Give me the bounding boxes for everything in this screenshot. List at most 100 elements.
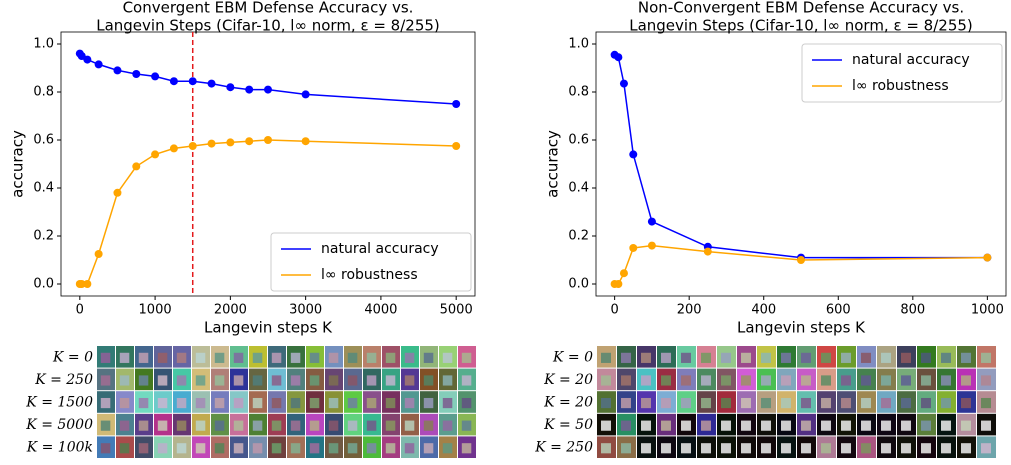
thumbnail-detail (157, 443, 168, 454)
row-label: K = 250 (34, 372, 93, 388)
thumbnail-detail (801, 443, 811, 454)
thumbnail-detail (347, 397, 358, 409)
thumbnail-detail (119, 397, 130, 409)
thumbnail-detail (385, 443, 396, 454)
thumbnail-detail (661, 375, 671, 386)
thumbnail-detail (981, 397, 991, 409)
thumbnail-detail (621, 397, 631, 409)
thumbnail-detail (881, 375, 891, 386)
thumbnail-detail (841, 420, 851, 431)
thumbnail-detail (981, 420, 991, 431)
legend-box (801, 43, 1003, 103)
thumbnail-detail (961, 420, 971, 431)
thumbnail-detail (195, 397, 206, 409)
thumbnail-detail (681, 375, 691, 386)
y-tick-label: 0.8 (33, 85, 54, 100)
thumbnail-detail (290, 375, 301, 386)
thumbnail-detail (901, 443, 911, 454)
thumbnail-detail (661, 352, 671, 363)
data-point (113, 66, 122, 75)
thumbnail-detail (176, 352, 187, 363)
thumbnail-detail (701, 397, 711, 409)
thumbnail-detail (681, 352, 691, 363)
thumbnail-detail (641, 443, 651, 454)
plot-frame (595, 31, 1007, 297)
data-point (132, 162, 141, 171)
thumbnail-detail (941, 375, 951, 386)
thumbnail-detail (404, 352, 415, 363)
thumbnail-detail (385, 352, 396, 363)
chart-title: Convergent EBM Defense Accuracy vs. (123, 0, 414, 17)
thumbnail-detail (328, 375, 339, 386)
thumbnail-detail (176, 397, 187, 409)
thumbnail-detail (821, 352, 831, 363)
thumbnail-detail (366, 420, 377, 431)
thumbnail-detail (271, 352, 282, 363)
thumbnail-detail (941, 352, 951, 363)
thumbnail-detail (176, 443, 187, 454)
thumbnail-detail (721, 352, 731, 363)
data-point (703, 247, 712, 256)
thumbnail-detail (195, 420, 206, 431)
thumbnail-detail (841, 352, 851, 363)
thumbnail-detail (901, 352, 911, 363)
thumbnail-detail (290, 420, 301, 431)
thumbnail-detail (961, 352, 971, 363)
thumbnail-detail (941, 420, 951, 431)
data-point (83, 55, 92, 64)
y-tick-label: 0.6 (33, 133, 54, 148)
thumbnail-detail (442, 420, 453, 431)
thumbnail-detail (290, 443, 301, 454)
x-tick-label: 1000 (971, 303, 1004, 318)
thumbnail-detail (901, 397, 911, 409)
thumbnail-detail (741, 375, 751, 386)
thumbnail-detail (214, 420, 225, 431)
data-point (301, 90, 310, 99)
thumbnail-detail (347, 352, 358, 363)
thumbnail-detail (328, 443, 339, 454)
data-point (113, 188, 122, 197)
data-point (169, 144, 178, 153)
thumbnail-detail (366, 397, 377, 409)
thumbnail-detail (442, 397, 453, 409)
thumbnail-detail (701, 375, 711, 386)
row-label: K = 0 (552, 349, 593, 365)
series-line (614, 244, 988, 285)
data-point (207, 139, 216, 148)
thumbnail-detail (157, 420, 168, 431)
row-label: K = 5000 (25, 417, 93, 433)
thumbnail-detail (252, 352, 263, 363)
thumbnail-detail (921, 397, 931, 409)
thumbnail-detail (309, 443, 320, 454)
data-point (629, 150, 638, 159)
thumbnail-detail (641, 397, 651, 409)
thumbnail-detail (821, 397, 831, 409)
thumbnail-detail (661, 443, 671, 454)
x-tick-label: 400 (751, 303, 776, 318)
thumbnail-detail (721, 397, 731, 409)
thumbnail-detail (961, 397, 971, 409)
thumbnail-detail (741, 352, 751, 363)
thumbnail-detail (290, 397, 301, 409)
thumbnail-detail (821, 443, 831, 454)
data-point (83, 280, 92, 288)
row-label: K = 100k (26, 440, 93, 456)
x-axis-label: Langevin steps K (204, 319, 333, 337)
thumbnail-detail (761, 443, 771, 454)
thumbnail-detail (233, 375, 244, 386)
thumbnail-detail (442, 375, 453, 386)
thumbnail-detail (423, 375, 434, 386)
thumbnail-detail (100, 443, 111, 454)
thumbnail-detail (100, 352, 111, 363)
thumbnail-detail (961, 443, 971, 454)
thumbnail-detail (861, 352, 871, 363)
thumbnail-detail (961, 375, 971, 386)
data-point (245, 85, 254, 94)
thumbnail-detail (119, 443, 130, 454)
thumbnail-detail (138, 420, 149, 431)
thumbnail-detail (721, 420, 731, 431)
thumbnail-detail (100, 375, 111, 386)
y-tick-label: 0.6 (568, 133, 589, 148)
thumbnail-detail (661, 420, 671, 431)
